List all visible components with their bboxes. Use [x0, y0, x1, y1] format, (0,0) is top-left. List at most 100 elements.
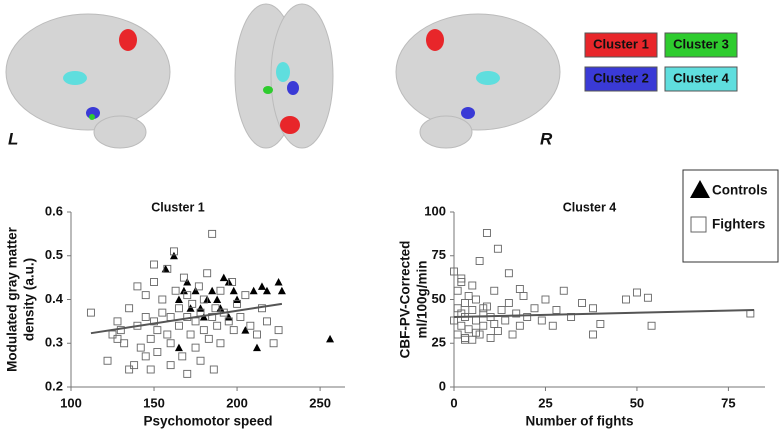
y-tick-label: 25: [432, 335, 446, 350]
point: [490, 286, 499, 295]
legend-marker: [690, 216, 707, 233]
cluster-swatch: [584, 66, 658, 92]
point: [589, 304, 597, 313]
point: [191, 286, 200, 295]
point: [461, 299, 469, 307]
point: [208, 286, 217, 295]
point: [479, 304, 488, 313]
point: [163, 330, 172, 339]
point: [216, 286, 225, 295]
point: [188, 299, 197, 308]
x-tick-label: 100: [60, 395, 82, 410]
legend-marker: [690, 180, 710, 198]
brain-top: [234, 3, 334, 149]
point: [171, 286, 180, 295]
point: [203, 269, 212, 278]
point: [504, 269, 513, 278]
point: [166, 313, 175, 321]
point: [208, 229, 217, 238]
point: [647, 321, 656, 330]
point: [150, 278, 158, 286]
point: [246, 321, 255, 330]
point: [263, 317, 271, 326]
legend-label: Fighters: [712, 217, 765, 232]
point: [113, 317, 122, 326]
point: [194, 282, 203, 291]
point: [479, 321, 488, 330]
point: [228, 278, 237, 286]
point: [519, 292, 528, 300]
point: [643, 293, 652, 302]
point: [125, 304, 134, 313]
y-axis-label: density (a.u.): [22, 258, 37, 341]
legend: Controls Fighters: [682, 169, 779, 263]
y-tick-label: 0.5: [45, 247, 63, 262]
point: [274, 326, 283, 335]
point: [269, 339, 278, 348]
point: [174, 295, 183, 303]
point: [158, 295, 167, 304]
point: [125, 365, 134, 374]
point: [252, 343, 261, 352]
point: [326, 334, 335, 343]
point: [537, 316, 546, 325]
point: [166, 339, 175, 348]
side-label: R: [540, 129, 553, 148]
point: [241, 326, 250, 334]
x-axis-label: Number of fights: [526, 414, 634, 429]
point: [472, 328, 480, 337]
y-axis-label: CBF-PV-Corrected: [398, 241, 413, 359]
point: [468, 281, 477, 290]
point: [224, 317, 233, 326]
point: [453, 330, 462, 339]
point: [174, 304, 183, 313]
point: [196, 356, 205, 365]
point: [208, 313, 217, 321]
y-tick-label: 50: [432, 291, 446, 306]
point: [464, 292, 473, 300]
point: [482, 229, 491, 237]
point: [515, 285, 524, 293]
legend-label: Controls: [712, 183, 768, 198]
y-tick-label: 75: [432, 247, 446, 262]
point: [632, 288, 641, 297]
point: [163, 264, 172, 273]
point: [508, 330, 517, 339]
point: [213, 295, 222, 303]
point: [174, 321, 183, 330]
point: [113, 334, 122, 343]
point: [199, 326, 208, 335]
point: [515, 321, 524, 330]
point: [497, 306, 506, 314]
x-tick-label: 75: [721, 395, 735, 410]
point: [133, 282, 142, 291]
point: [120, 339, 129, 348]
point: [141, 291, 150, 300]
y-tick-label: 0.6: [45, 203, 63, 218]
point: [169, 251, 178, 260]
chart-title: Cluster 1: [151, 200, 205, 214]
point: [490, 320, 499, 328]
point: [216, 304, 225, 312]
point: [468, 335, 477, 344]
cluster-legend: Cluster 1 Cluster 3 Cluster 2 Cluster 4: [584, 32, 738, 92]
point: [153, 348, 162, 356]
point: [457, 321, 466, 330]
point: [472, 295, 480, 304]
point: [183, 369, 192, 378]
y-tick-label: 0.4: [45, 291, 64, 306]
point: [622, 295, 630, 304]
cluster-swatch: [584, 32, 658, 58]
point: [464, 325, 473, 334]
point: [249, 286, 258, 295]
point: [196, 304, 205, 312]
point: [241, 291, 250, 300]
point: [501, 316, 510, 325]
point: [150, 260, 158, 269]
cluster-swatch: [664, 66, 738, 92]
point: [204, 334, 213, 343]
point: [257, 282, 266, 290]
point: [166, 361, 175, 370]
point: [179, 286, 188, 295]
point: [183, 278, 192, 286]
